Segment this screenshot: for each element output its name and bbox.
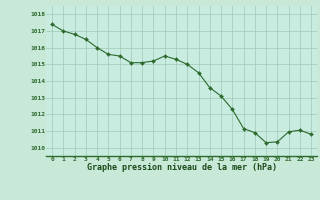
X-axis label: Graphe pression niveau de la mer (hPa): Graphe pression niveau de la mer (hPa) [87,163,276,172]
